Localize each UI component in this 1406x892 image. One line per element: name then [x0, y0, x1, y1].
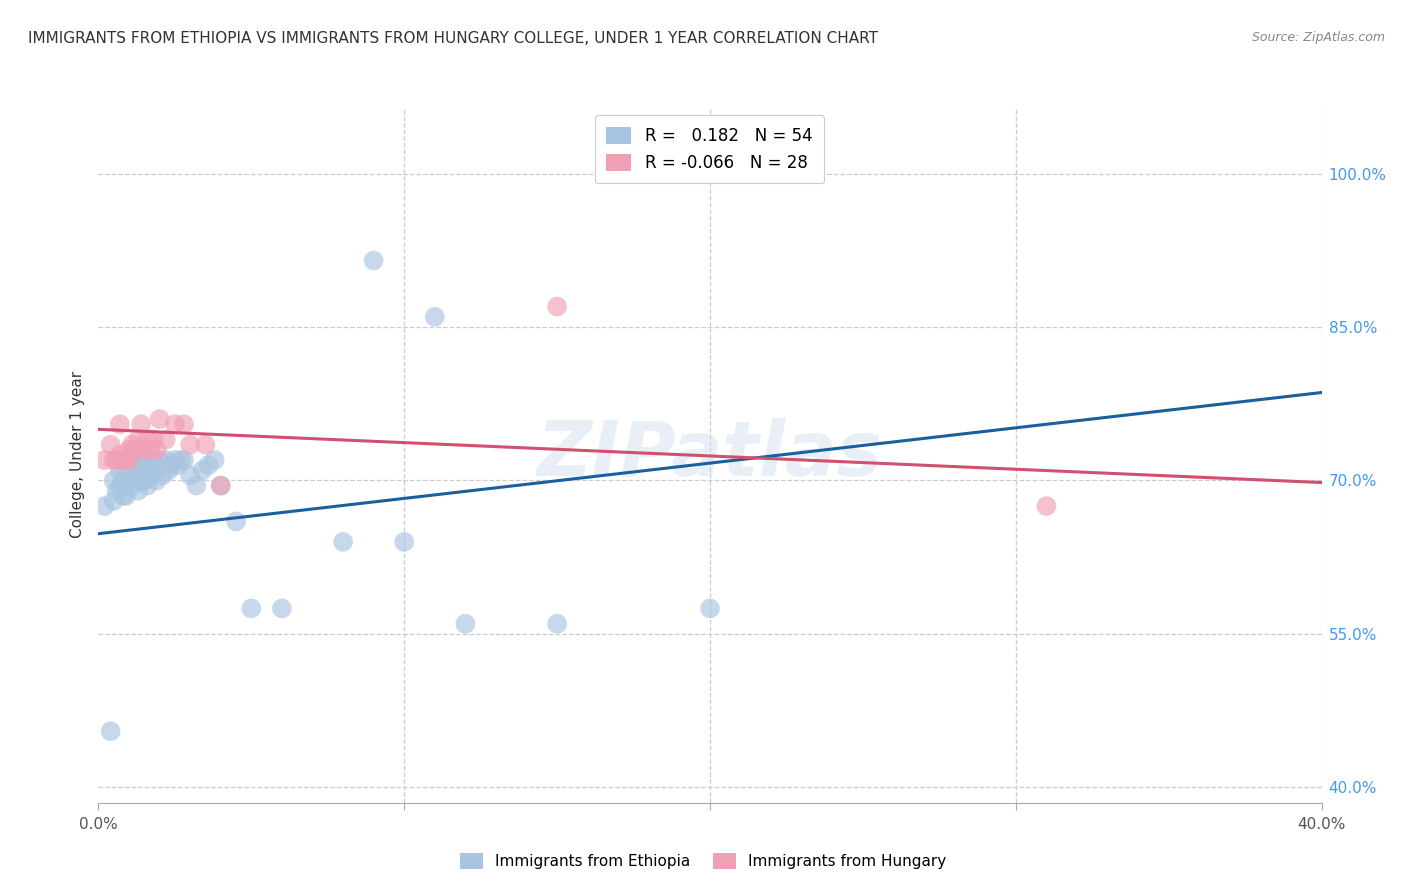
Point	[392, 535, 416, 549]
Legend: R =   0.182   N = 54, R = -0.066   N = 28: R = 0.182 N = 54, R = -0.066 N = 28	[595, 115, 824, 184]
Point	[118, 453, 141, 467]
Point	[136, 433, 159, 447]
Point	[121, 463, 143, 477]
Point	[115, 458, 138, 472]
Point	[163, 417, 186, 432]
Point	[270, 601, 292, 615]
Point	[100, 438, 122, 452]
Point	[155, 433, 177, 447]
Point	[332, 535, 354, 549]
Point	[423, 310, 446, 324]
Point	[129, 417, 152, 432]
Point	[167, 458, 190, 472]
Point	[454, 616, 477, 631]
Point	[118, 442, 141, 457]
Point	[363, 253, 385, 268]
Text: IMMIGRANTS FROM ETHIOPIA VS IMMIGRANTS FROM HUNGARY COLLEGE, UNDER 1 YEAR CORREL: IMMIGRANTS FROM ETHIOPIA VS IMMIGRANTS F…	[28, 31, 879, 46]
Point	[134, 442, 156, 457]
Point	[157, 463, 180, 477]
Point	[204, 453, 226, 467]
Point	[103, 453, 125, 467]
Point	[108, 463, 131, 477]
Point	[103, 494, 125, 508]
Point	[100, 724, 122, 739]
Point	[129, 474, 152, 488]
Point	[118, 474, 141, 488]
Point	[93, 453, 115, 467]
Point	[142, 453, 165, 467]
Point	[121, 438, 143, 452]
Point	[546, 300, 568, 314]
Point	[209, 478, 232, 492]
Point	[108, 448, 131, 462]
Point	[145, 474, 167, 488]
Point	[139, 468, 162, 483]
Point	[149, 453, 172, 467]
Point	[124, 474, 146, 488]
Point	[145, 442, 167, 457]
Point	[142, 433, 165, 447]
Point	[149, 412, 172, 426]
Point	[111, 474, 134, 488]
Point	[173, 453, 195, 467]
Point	[111, 453, 134, 467]
Point	[225, 515, 247, 529]
Text: Source: ZipAtlas.com: Source: ZipAtlas.com	[1251, 31, 1385, 45]
Point	[152, 468, 174, 483]
Text: ZIPatlas: ZIPatlas	[537, 418, 883, 491]
Point	[209, 478, 232, 492]
Y-axis label: College, Under 1 year: College, Under 1 year	[69, 371, 84, 539]
Point	[115, 453, 138, 467]
Point	[173, 417, 195, 432]
Point	[136, 458, 159, 472]
Point	[108, 417, 131, 432]
Point	[134, 474, 156, 488]
Point	[1035, 499, 1057, 513]
Point	[108, 478, 131, 492]
Point	[191, 463, 214, 477]
Point	[197, 458, 219, 472]
Point	[699, 601, 721, 615]
Point	[118, 453, 141, 467]
Point	[127, 458, 149, 472]
Point	[179, 438, 201, 452]
Point	[105, 483, 128, 498]
Point	[93, 499, 115, 513]
Point	[121, 478, 143, 492]
Point	[194, 438, 217, 452]
Point	[129, 453, 152, 467]
Point	[134, 453, 156, 467]
Point	[103, 474, 125, 488]
Point	[115, 489, 138, 503]
Point	[142, 463, 165, 477]
Point	[160, 458, 183, 472]
Point	[127, 433, 149, 447]
Point	[179, 468, 201, 483]
Point	[170, 453, 193, 467]
Point	[127, 483, 149, 498]
Point	[163, 453, 186, 467]
Point	[139, 442, 162, 457]
Point	[111, 489, 134, 503]
Point	[240, 601, 263, 615]
Point	[155, 453, 177, 467]
Point	[136, 478, 159, 492]
Point	[124, 442, 146, 457]
Legend: Immigrants from Ethiopia, Immigrants from Hungary: Immigrants from Ethiopia, Immigrants fro…	[454, 847, 952, 875]
Point	[105, 453, 128, 467]
Point	[546, 616, 568, 631]
Point	[186, 478, 208, 492]
Point	[124, 458, 146, 472]
